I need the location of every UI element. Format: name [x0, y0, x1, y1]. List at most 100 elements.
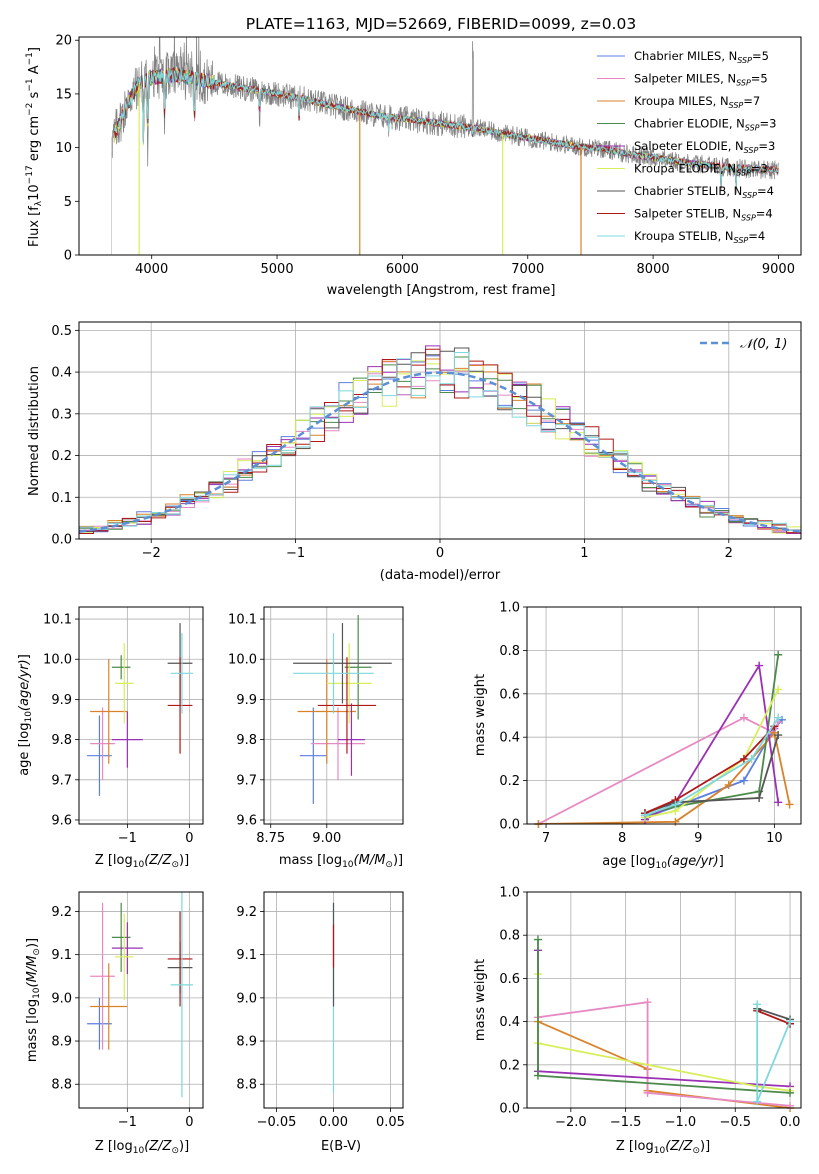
p7-xtick-label-4: 0.0 — [780, 1115, 801, 1130]
p4-series-line-7 — [644, 725, 776, 814]
model-spectrum-line-8 — [113, 68, 779, 188]
p6-ytick-label-3: 9.1 — [236, 948, 257, 963]
legend-label-6: Chabrier STELIB, NSSP=4 — [634, 184, 774, 200]
p7-xtick-label-3: −0.5 — [719, 1115, 751, 1130]
p2-xtick-label-0: −1 — [118, 831, 137, 846]
p5-ytick-label-3: 9.1 — [51, 948, 72, 963]
spectrum-ytick-label-2: 10 — [55, 141, 72, 156]
p7-marker-7-2 — [786, 1017, 795, 1026]
p7-ytick-label-0: 0.0 — [499, 1102, 520, 1117]
legend-label-sub-1: SSP — [736, 79, 751, 88]
mass-vs-metallicity-panel: −1 0 8.8 8.9 9.0 9.1 9.2 Z [log10(Z/Z⊙)] mass … — [25, 891, 204, 1156]
p1-xtick-label-3: 1 — [580, 546, 588, 561]
legend-label-sub-4: SSP — [744, 146, 759, 155]
p6-xtick-label-1: 0.00 — [319, 1115, 348, 1130]
spectrum-ytick-label-1: 5 — [64, 195, 72, 210]
p4-ytick-label-5: 1.0 — [499, 601, 520, 616]
p1-ytick-label-4: 0.4 — [51, 366, 72, 381]
p7-marker-7-1 — [753, 1097, 762, 1106]
p4-marker-8-0 — [640, 811, 649, 820]
spectrum-ylabel: Flux [fλ10−17 erg cm−2 s−1 A−1] — [25, 47, 44, 247]
p3-xtick-label-0: 8.75 — [256, 831, 285, 846]
spectrum-ytick-label-4: 20 — [55, 34, 72, 49]
spectrum-xtick-label-5: 9000 — [762, 262, 795, 277]
p2-ytick-label-5: 10.1 — [43, 613, 72, 628]
p7-series-line-2 — [537, 950, 791, 1088]
legend-label-suffix-2: =7 — [743, 94, 760, 108]
p4-ytick-label-1: 0.2 — [499, 774, 520, 789]
legend-label-0: Chabrier MILES, NSSP=5 — [634, 49, 769, 65]
p1-xtick-label-1: −1 — [286, 546, 305, 561]
legend-label-7: Salpeter STELIB, NSSP=4 — [634, 207, 773, 223]
p7-marker-4-1 — [533, 1071, 542, 1080]
legend-label-sub-5: SSP — [736, 169, 751, 178]
mw-age-xlabel: age [log10(age/yr)] — [602, 854, 724, 871]
p0-axes-frame — [78, 36, 802, 256]
legend-label-suffix-8: =4 — [748, 229, 765, 243]
p7-axes-frame — [526, 891, 802, 1109]
legend-label-suffix-7: =4 — [756, 207, 773, 221]
legend-label-text-5: Kroupa ELODIE, N — [634, 162, 736, 176]
age-vs-metallicity-panel: −1 09.69.79.89.910.010.1 Z [log10(Z/Z⊙)] … — [17, 606, 204, 870]
p6-ytick-label-2: 9.0 — [236, 991, 257, 1006]
p4-marker-4-2 — [755, 661, 764, 670]
p2-ytick-label-3: 9.9 — [51, 693, 72, 708]
spectrum-ytick-label-3: 15 — [55, 87, 72, 102]
legend-label-sub-8: SSP — [734, 236, 749, 245]
mass-z-ylabel: mass [log10(M/M⊙)] — [25, 938, 42, 1062]
p7-marker-4-2 — [786, 1088, 795, 1097]
p4-xtick-label-1: 8 — [618, 831, 626, 846]
p5-ytick-label-0: 8.8 — [51, 1078, 72, 1093]
p7-ytick-label-3: 0.6 — [499, 972, 520, 987]
p2-ytick-label-2: 9.8 — [51, 733, 72, 748]
p4-marker-3-3 — [774, 650, 783, 659]
p1-ytick-label-1: 0.1 — [51, 491, 72, 506]
legend-label-4: Salpeter ELODIE, NSSP=3 — [634, 139, 775, 155]
mass-weight-vs-age-panel: 7 8 9 10 0.0 0.2 0.4 0.6 0.8 1.0 age [log10(age/y… — [473, 601, 802, 871]
legend-label-text-7: Salpeter STELIB, N — [634, 207, 741, 221]
p7-ytick-label-1: 0.2 — [499, 1058, 520, 1073]
p3-ytick-label-3: 9.9 — [236, 693, 257, 708]
spectrum-title: PLATE=1163, MJD=52669, FIBERID=0099, z=0… — [246, 15, 636, 33]
mw-z-xlabel: Z [log10(Z/Z⊙)] — [616, 1139, 710, 1156]
legend-label-3: Chabrier ELODIE, NSSP=3 — [634, 117, 776, 133]
p1-ytick-label-5: 0.5 — [51, 324, 72, 339]
p4-marker-6-2 — [755, 793, 764, 802]
p7-series-line-4 — [537, 939, 791, 1094]
p7-series-line-6 — [756, 1009, 791, 1025]
legend-label-suffix-3: =3 — [760, 117, 777, 131]
p2-xtick-label-1: 0 — [185, 831, 193, 846]
spectrum-xtick-label-4: 8000 — [637, 262, 670, 277]
p4-series-line-8 — [644, 717, 779, 817]
p4-marker-2-4 — [785, 800, 794, 809]
p4-marker-8-2 — [747, 754, 756, 763]
p4-axes-frame — [526, 606, 802, 825]
spectrum-panel: PLATE=1163, MJD=52669, FIBERID=0099, z=0… — [25, 15, 802, 298]
p3-ytick-label-1: 9.7 — [236, 773, 257, 788]
mw-z-ylabel: mass weight — [473, 959, 488, 1041]
p2-axes-frame — [78, 606, 204, 825]
age-vs-mass-panel: 8.75 9.00 9.6 9.7 9.8 9.9 10.0 10.1 mass [log10… — [228, 606, 404, 870]
p4-series-line-6 — [644, 734, 780, 814]
legend-label-suffix-1: =5 — [751, 72, 768, 86]
legend-label-sub-7: SSP — [741, 214, 756, 223]
p6-ytick-label-0: 8.8 — [236, 1078, 257, 1093]
p5-ytick-label-4: 9.2 — [51, 905, 72, 920]
histogram-xlabel: (data-model)/error — [380, 568, 501, 583]
p1-xtick-label-0: −2 — [142, 546, 161, 561]
p2-ytick-label-1: 9.7 — [51, 773, 72, 788]
mw-age-ylabel: mass weight — [473, 674, 488, 756]
p4-marker-2-2 — [724, 780, 733, 789]
mass-ebv-xlabel: E(B-V) — [321, 1139, 361, 1154]
mass-vs-extinction-panel: −0.05 0.00 0.05 8.8 8.9 9.0 9.1 9.2 E(B-V) — [236, 891, 405, 1154]
legend-label-text-0: Chabrier MILES, N — [634, 49, 737, 63]
histogram-step-7 — [79, 348, 801, 534]
p4-marker-5-3 — [774, 685, 783, 694]
p5-xtick-label-1: 0 — [185, 1115, 193, 1130]
p4-marker-0-2 — [739, 776, 748, 785]
legend-label-5: Kroupa ELODIE, NSSP=3 — [634, 162, 768, 178]
p7-series-line-5 — [756, 1007, 791, 1021]
p2-ytick-label-0: 9.6 — [51, 813, 72, 828]
